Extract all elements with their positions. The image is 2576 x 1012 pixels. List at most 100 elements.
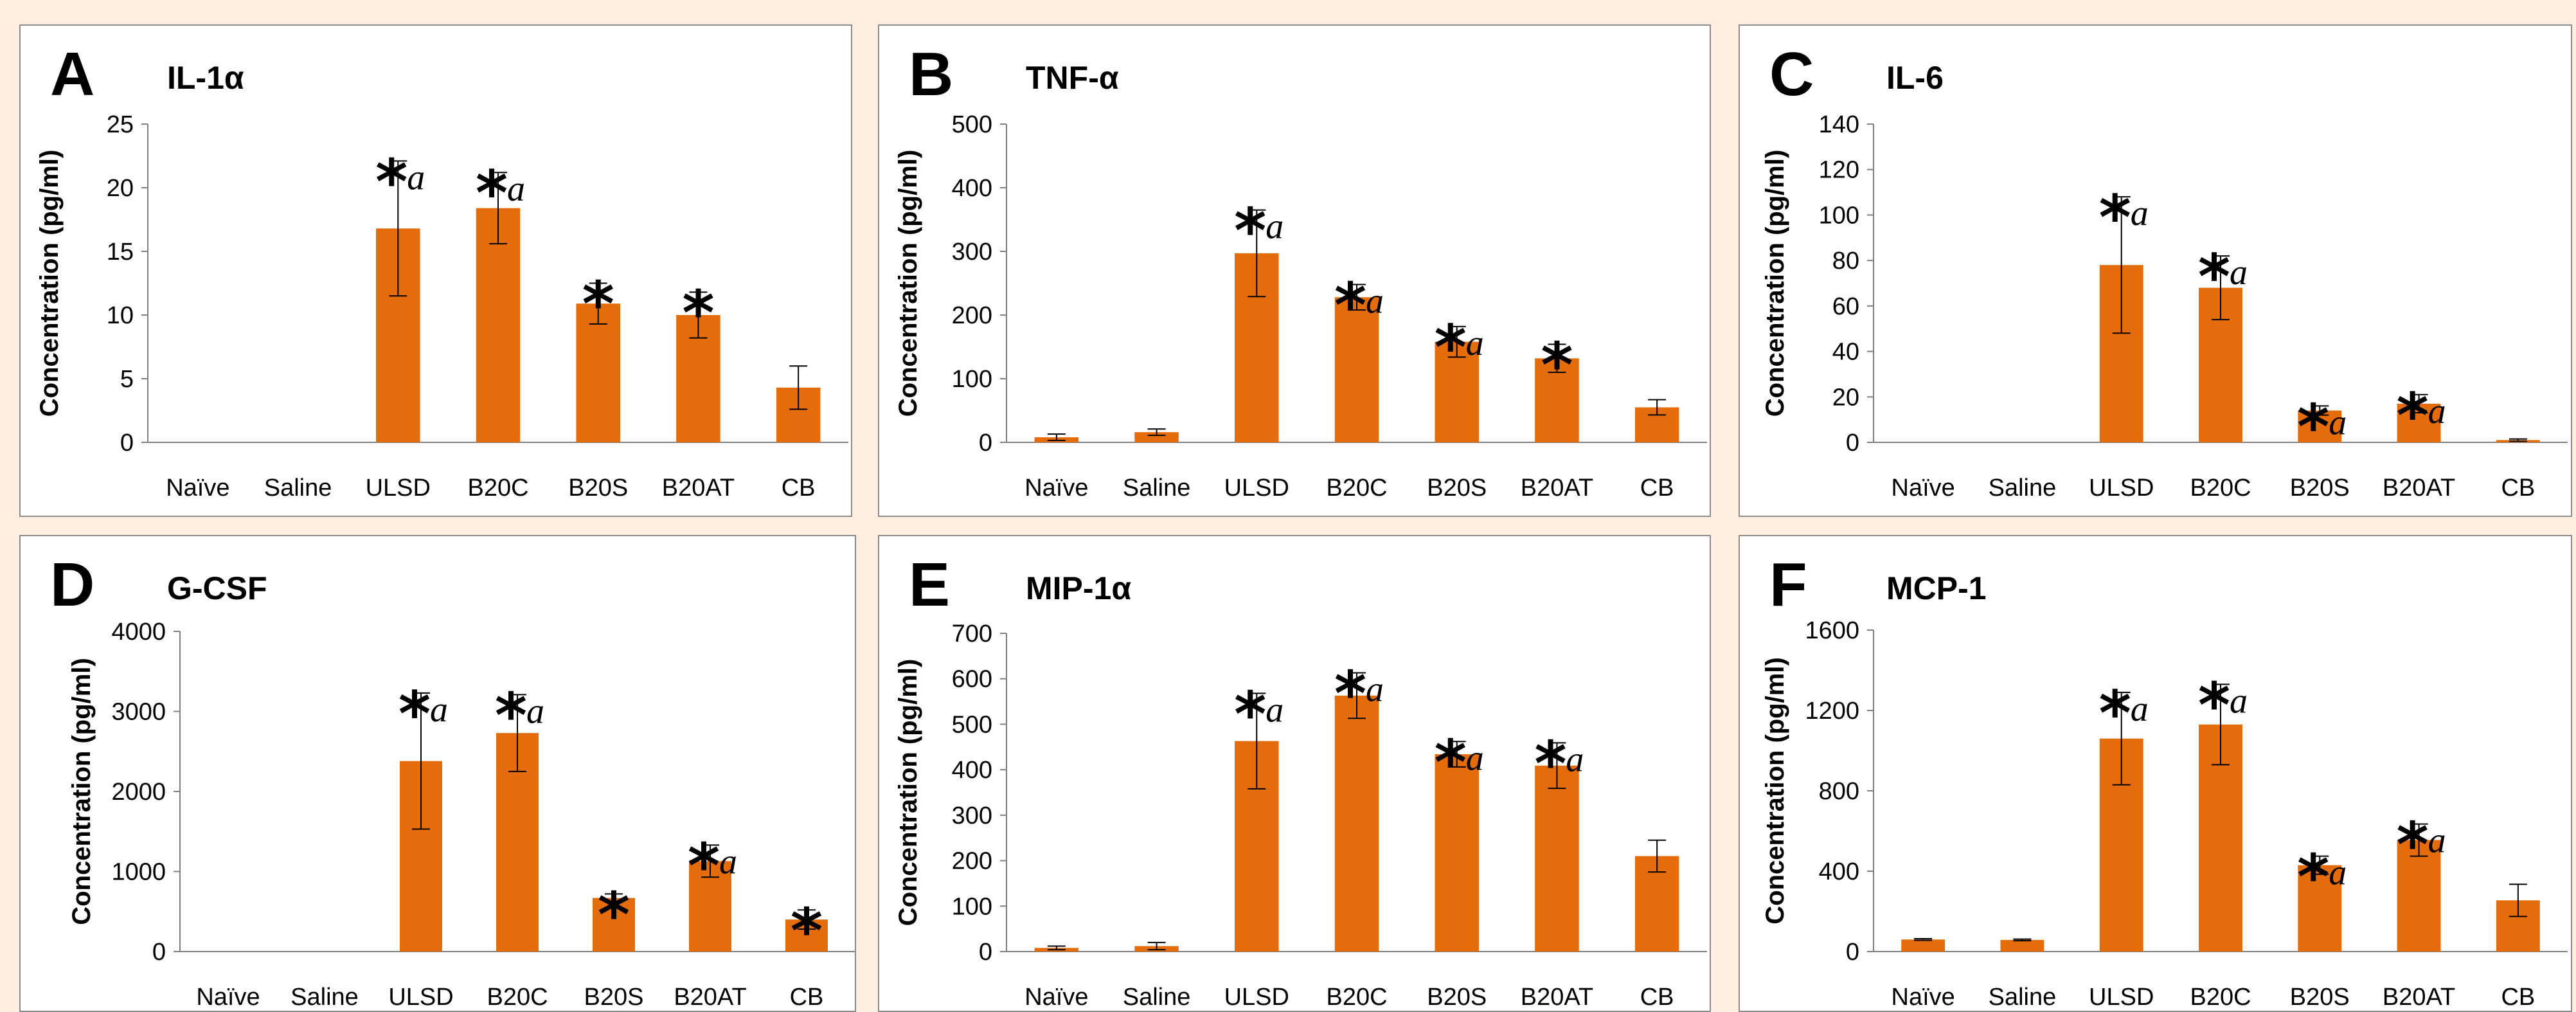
- y-tick-label: 300: [952, 239, 992, 266]
- y-tick-label: 100: [952, 893, 992, 920]
- significance-star: *: [582, 269, 614, 341]
- y-tick-label: 0: [152, 939, 166, 966]
- significance-letter: a: [407, 158, 425, 197]
- category-label: B20S: [1427, 474, 1487, 501]
- significance-letter: a: [2329, 402, 2347, 442]
- y-tick-label: 400: [952, 757, 992, 784]
- significance-letter: a: [2230, 681, 2248, 721]
- significance-star: *: [375, 146, 407, 218]
- category-label: ULSD: [366, 474, 431, 501]
- y-tick-label: 25: [107, 111, 134, 138]
- y-tick-label: 60: [1832, 293, 1859, 320]
- significance-star: *: [682, 277, 714, 349]
- category-label: ULSD: [2089, 984, 2154, 1011]
- significance-letter: a: [1466, 738, 1484, 778]
- significance-letter: a: [2428, 821, 2446, 861]
- bar-b20s: [2298, 410, 2342, 442]
- category-label: B20AT: [1521, 474, 1593, 501]
- category-label: Saline: [264, 474, 332, 501]
- bar-chart: E MIP-1α Concentration (pg/ml) 0 100 200 300 40…: [894, 550, 1707, 1011]
- significance-star: *: [495, 680, 527, 752]
- y-tick-label: 0: [1846, 429, 1859, 456]
- panel-letter: F: [1769, 550, 1807, 619]
- significance-letter: a: [1366, 670, 1384, 710]
- y-tick-label: 0: [120, 429, 134, 456]
- category-label: CB: [790, 984, 824, 1011]
- chart-title: IL-1α: [167, 60, 244, 96]
- y-tick-label: 0: [979, 429, 992, 456]
- significance-letter: a: [2329, 853, 2347, 893]
- y-tick-label: 1200: [1805, 698, 1859, 725]
- category-label: B20AT: [662, 474, 735, 501]
- significance-star: *: [1234, 195, 1266, 267]
- category-label: B20S: [584, 984, 644, 1011]
- category-label: B20AT: [674, 984, 746, 1011]
- bar-b20s: [1435, 754, 1479, 952]
- significance-star: *: [1334, 658, 1366, 730]
- bar-saline: [2000, 939, 2044, 952]
- category-label: B20AT: [2383, 474, 2455, 501]
- y-tick-label: 400: [1819, 858, 1859, 885]
- y-tick-label: 5: [120, 366, 134, 393]
- chart-title: MIP-1α: [1026, 570, 1131, 606]
- bar-b20c: [1334, 695, 1379, 952]
- significance-star: *: [2198, 241, 2230, 313]
- category-label: ULSD: [1224, 984, 1289, 1011]
- panel-letter: B: [909, 40, 953, 109]
- bar-chart: A IL-1α Concentration (pg/ml) 0 5 10 15 20 25 Naï…: [35, 40, 848, 501]
- significance-star: *: [2099, 182, 2131, 254]
- bar-chart: B TNF-α Concentration (pg/ml) 0 100 200 300 400…: [894, 40, 1707, 501]
- significance-letter: a: [1266, 690, 1284, 730]
- panel-letter: C: [1769, 40, 1814, 109]
- significance-star: *: [2198, 669, 2230, 741]
- significance-letter: a: [507, 169, 525, 209]
- category-label: B20AT: [1521, 984, 1593, 1011]
- y-tick-label: 500: [952, 111, 992, 138]
- category-label: CB: [2501, 984, 2535, 1011]
- category-label: B20C: [487, 984, 548, 1011]
- significance-star: *: [398, 678, 431, 750]
- category-label: B20C: [1326, 474, 1387, 501]
- significance-letter: a: [2131, 689, 2149, 729]
- significance-letter: a: [526, 691, 544, 731]
- category-label: B20S: [568, 474, 628, 501]
- bar-b20c: [476, 208, 521, 442]
- chart-panel-d: D G-CSF Concentration (pg/ml) 0 1000 2000 3000…: [19, 535, 856, 1012]
- significance-star: *: [688, 830, 720, 902]
- y-tick-label: 140: [1819, 111, 1859, 138]
- panel-letter: E: [909, 550, 950, 619]
- y-tick-label: 0: [1846, 939, 1859, 966]
- category-label: CB: [1640, 474, 1674, 501]
- significance-star: *: [1234, 678, 1266, 750]
- panel-letter: D: [50, 550, 94, 619]
- category-label: Saline: [291, 984, 359, 1011]
- y-tick-label: 600: [952, 666, 992, 693]
- y-tick-label: 2000: [111, 779, 166, 806]
- bar-nave: [1901, 939, 1945, 952]
- significance-star: *: [2099, 678, 2131, 750]
- bar-b20s: [576, 303, 620, 442]
- significance-star: *: [1334, 269, 1366, 341]
- significance-star: *: [476, 158, 508, 230]
- y-tick-label: 20: [1832, 384, 1859, 411]
- category-label: Saline: [1989, 474, 2057, 501]
- y-tick-label: 10: [107, 302, 134, 329]
- significance-letter: a: [430, 690, 448, 730]
- chart-title: IL-6: [1886, 60, 1944, 96]
- y-tick-label: 40: [1832, 339, 1859, 366]
- category-label: Naïve: [1024, 984, 1088, 1011]
- significance-letter: a: [1266, 207, 1284, 247]
- chart-title: MCP-1: [1886, 570, 1987, 606]
- significance-star: *: [598, 879, 630, 951]
- bar-b20s: [1435, 341, 1479, 442]
- chart-panel-c: C IL-6 Concentration (pg/ml) 0 20 40 60 80 100 12…: [1739, 24, 2572, 517]
- significance-star: *: [2297, 391, 2329, 463]
- y-tick-label: 1000: [111, 859, 166, 886]
- y-axis-label: Concentration (pg/ml): [67, 658, 96, 925]
- category-label: B20AT: [2383, 984, 2455, 1011]
- category-label: B20S: [2290, 474, 2350, 501]
- category-label: CB: [1640, 984, 1674, 1011]
- category-label: Naïve: [1892, 474, 1955, 501]
- y-tick-label: 20: [107, 175, 134, 202]
- category-label: CB: [782, 474, 816, 501]
